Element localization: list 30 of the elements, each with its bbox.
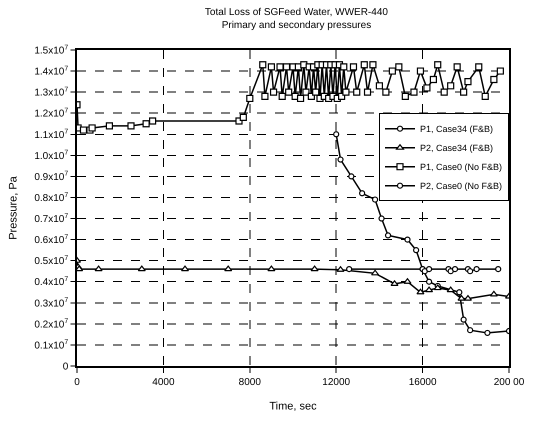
chart-subtitle: Primary and secondary pressures <box>222 20 372 31</box>
x-tick-label: 16000 <box>408 376 437 388</box>
x-tick-label: 8000 <box>238 376 262 388</box>
y-tick-label: 0.6x10$^{7}$ <box>34 234 68 246</box>
y-tick-label: 0.5x10$^{7}$ <box>34 254 68 268</box>
x-tick-label: 200 00 <box>494 376 525 388</box>
x-axis-title: Time, sec <box>269 400 318 412</box>
y-axis-title: Pressure, Pa <box>7 175 20 240</box>
x-tick-label: 4000 <box>152 376 175 388</box>
y-tick-label: 1.1x10$^{7}$ <box>34 128 68 141</box>
y-tick-label: 1.0x10$^{7}$ <box>34 150 68 162</box>
y-tick-label: 1.2x10$^{7}$ <box>34 108 68 120</box>
legend-label: P1, Case0 (No F&B) <box>420 162 502 172</box>
x-tick-label: 12000 <box>322 376 351 388</box>
y-tick-label: 0.8x10$^{7}$ <box>34 192 68 204</box>
y-tick-label: 1.5x10$^{7}$ <box>34 44 68 56</box>
legend-label: P2, Case0 (No F&B) <box>420 181 502 192</box>
y-tick-label: 0.1x10$^{7}$ <box>34 339 68 352</box>
y-tick-label: 1.4x10$^{7}$ <box>34 65 68 78</box>
y-tick-label: 0.3x10$^{7}$ <box>34 297 68 310</box>
y-tick-label: 1.3x10$^{7}$ <box>34 86 68 99</box>
y-tick-label: 0.7x10$^{7}$ <box>34 212 68 226</box>
y-tick-label: 0.2x10$^{7}$ <box>34 318 68 330</box>
y-tick-label: 0.9x10$^{7}$ <box>34 170 68 183</box>
legend-label: P1, Case34 (F&B) <box>420 124 494 134</box>
x-tick-label: 0 <box>74 376 80 388</box>
chart-title: Total Loss of SGFeed Water, WWER-440 <box>204 6 388 18</box>
y-tick-label: 0.4x10$^{7}$ <box>34 276 68 288</box>
y-tick-label: 0 <box>62 362 69 372</box>
legend-label: P2, Case34 (F&B) <box>420 143 494 154</box>
